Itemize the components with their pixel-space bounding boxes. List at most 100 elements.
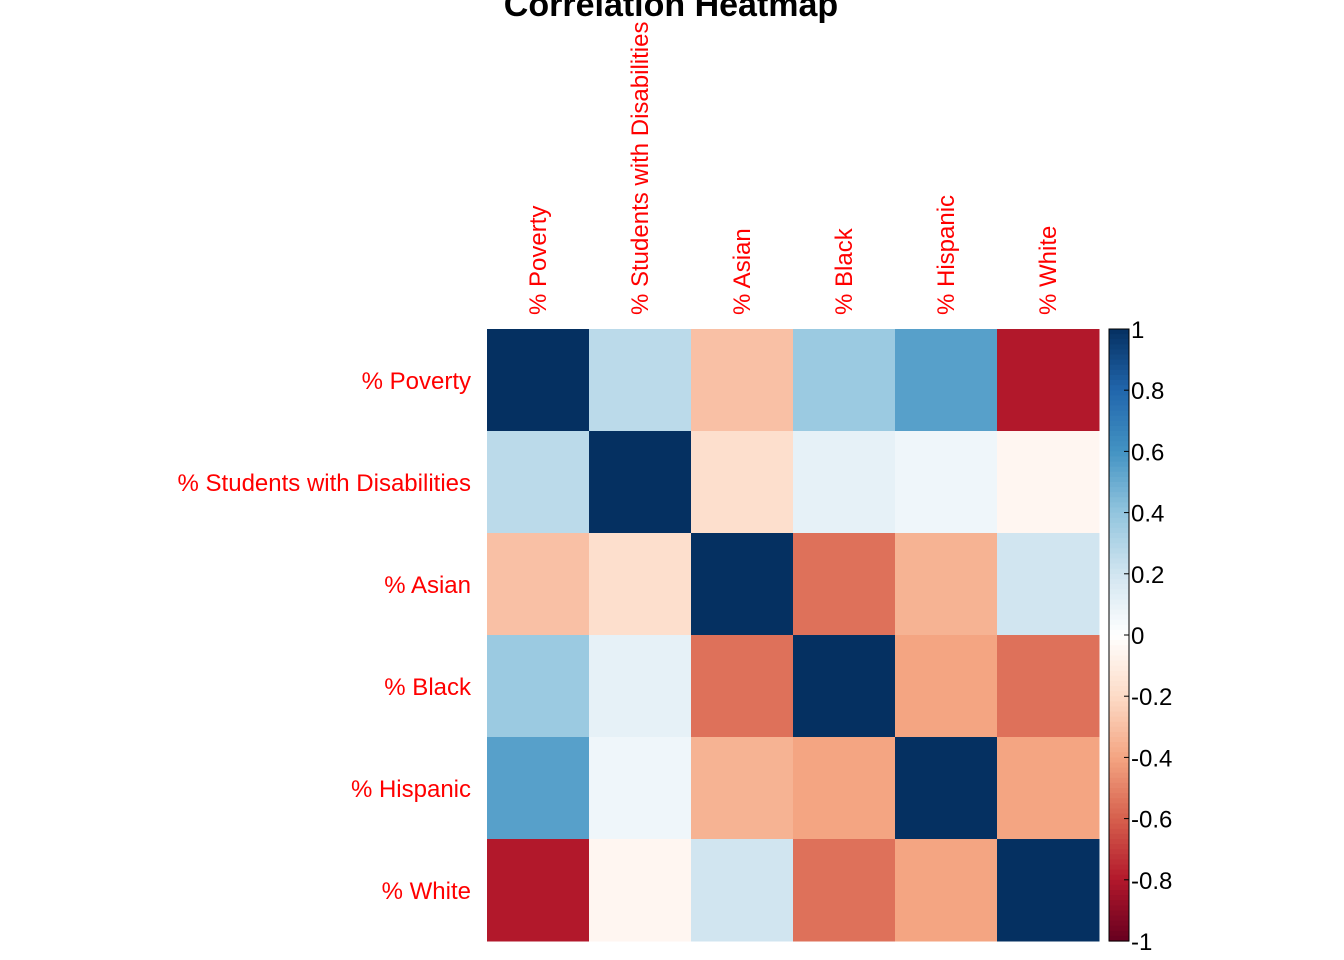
heatmap-cells	[487, 329, 1100, 942]
colorbar-segment	[1109, 752, 1129, 758]
heatmap-cell	[793, 329, 896, 432]
heatmap-cell	[793, 533, 896, 636]
colorbar-segment	[1109, 507, 1129, 514]
colorbar-segment	[1109, 645, 1129, 651]
colorbar-segment	[1109, 512, 1129, 519]
heatmap-cell	[997, 533, 1100, 636]
heatmap-cell	[691, 431, 794, 534]
colorbar-segment	[1109, 476, 1129, 483]
heatmap-cell	[589, 635, 692, 738]
heatmap-cell	[895, 431, 998, 534]
heatmap-cell	[895, 329, 998, 432]
heatmap-cell	[487, 431, 590, 534]
row-label: % White	[382, 878, 471, 905]
colorbar-segment	[1109, 833, 1129, 840]
colorbar-segment	[1109, 701, 1129, 707]
colorbar-segment	[1109, 594, 1129, 600]
colorbar-segment	[1109, 497, 1129, 503]
colorbar-segment	[1109, 405, 1129, 412]
colorbar-segment	[1109, 869, 1129, 876]
colorbar-segment	[1109, 823, 1129, 830]
colorbar-segment	[1109, 757, 1129, 764]
row-label: % Students with Disabilities	[178, 470, 471, 497]
colorbar-segment	[1109, 884, 1129, 891]
colorbar-segment	[1109, 731, 1129, 738]
colorbar-segment	[1109, 543, 1129, 549]
heatmap-cell	[589, 431, 692, 534]
colorbar-segment	[1109, 584, 1129, 590]
colorbar-segment	[1109, 517, 1129, 524]
colorbar-segment	[1109, 655, 1129, 662]
heatmap-cell	[589, 737, 692, 840]
colorbar-tick-label: -1	[1131, 929, 1152, 956]
colorbar-segment	[1109, 364, 1129, 371]
heatmap-cell	[997, 431, 1100, 534]
heatmap-cell	[487, 329, 590, 432]
heatmap-cell	[487, 533, 590, 636]
colorbar-tick-label: 0.8	[1131, 378, 1164, 405]
colorbar-segment	[1109, 563, 1129, 570]
heatmap-cell	[691, 329, 794, 432]
colorbar-tick-label: -0.2	[1131, 684, 1172, 711]
colorbar-segment	[1109, 425, 1129, 432]
colorbar-segment	[1109, 691, 1129, 697]
colorbar-segment	[1109, 737, 1129, 743]
row-label: % Poverty	[362, 368, 471, 395]
colorbar-segment	[1109, 359, 1129, 366]
colorbar-tick-label: 0	[1131, 623, 1144, 650]
heatmap-cell	[997, 635, 1100, 738]
colorbar-segment	[1109, 624, 1129, 631]
colorbar-segment	[1109, 461, 1129, 468]
colorbar-segment	[1109, 925, 1129, 932]
colorbar-segment	[1109, 680, 1129, 687]
colorbar-segment	[1109, 813, 1129, 820]
colorbar-segment	[1109, 436, 1129, 442]
colorbar-segment	[1109, 553, 1129, 560]
colorbar-segment	[1109, 349, 1129, 356]
heatmap-cell	[589, 533, 692, 636]
colorbar-segment	[1109, 589, 1129, 595]
colorbar-segment	[1109, 670, 1129, 677]
colorbar-segment	[1109, 614, 1129, 621]
colorbar-segment	[1109, 828, 1129, 835]
colorbar-segment	[1109, 522, 1129, 529]
heatmap-cell	[997, 329, 1100, 432]
colorbar-segment	[1109, 466, 1129, 473]
colorbar-segment	[1109, 915, 1129, 922]
heatmap-cell	[589, 839, 692, 942]
heatmap-cell	[895, 737, 998, 840]
colorbar-segment	[1109, 635, 1129, 641]
colorbar-segment	[1109, 686, 1129, 692]
colorbar-segment	[1109, 905, 1129, 911]
column-label: % Students with Disabilities	[627, 22, 654, 315]
colorbar-segment	[1109, 890, 1129, 896]
colorbar-tick-label: 0.6	[1131, 439, 1164, 466]
colorbar-segment	[1109, 930, 1129, 937]
colorbar-segment	[1109, 895, 1129, 901]
column-label: % Poverty	[525, 206, 552, 315]
colorbar-segment	[1109, 650, 1129, 656]
colorbar-segment	[1109, 369, 1129, 376]
heatmap-cell	[691, 635, 794, 738]
colorbar-tick-label: -0.4	[1131, 745, 1172, 772]
colorbar-segment	[1109, 788, 1129, 794]
colorbar-segment	[1109, 431, 1129, 437]
colorbar-segment	[1109, 859, 1129, 866]
heatmap-cell	[793, 431, 896, 534]
colorbar-segment	[1109, 395, 1129, 401]
heatmap-cell	[895, 635, 998, 738]
colorbar-segment	[1109, 385, 1129, 391]
column-labels: % Poverty % Students with Disabilities % A…	[525, 22, 1062, 315]
colorbar-segment	[1109, 578, 1129, 585]
colorbar-segment	[1109, 420, 1129, 427]
heatmap-cell	[895, 533, 998, 636]
colorbar-segment	[1109, 803, 1129, 809]
colorbar-segment	[1109, 415, 1129, 422]
colorbar-segment	[1109, 782, 1129, 789]
colorbar-tick-label: 0.4	[1131, 501, 1164, 528]
colorbar-segment	[1109, 849, 1129, 855]
row-label: % Black	[384, 674, 472, 701]
colorbar-segment	[1109, 400, 1129, 407]
heatmap-cell	[589, 329, 692, 432]
